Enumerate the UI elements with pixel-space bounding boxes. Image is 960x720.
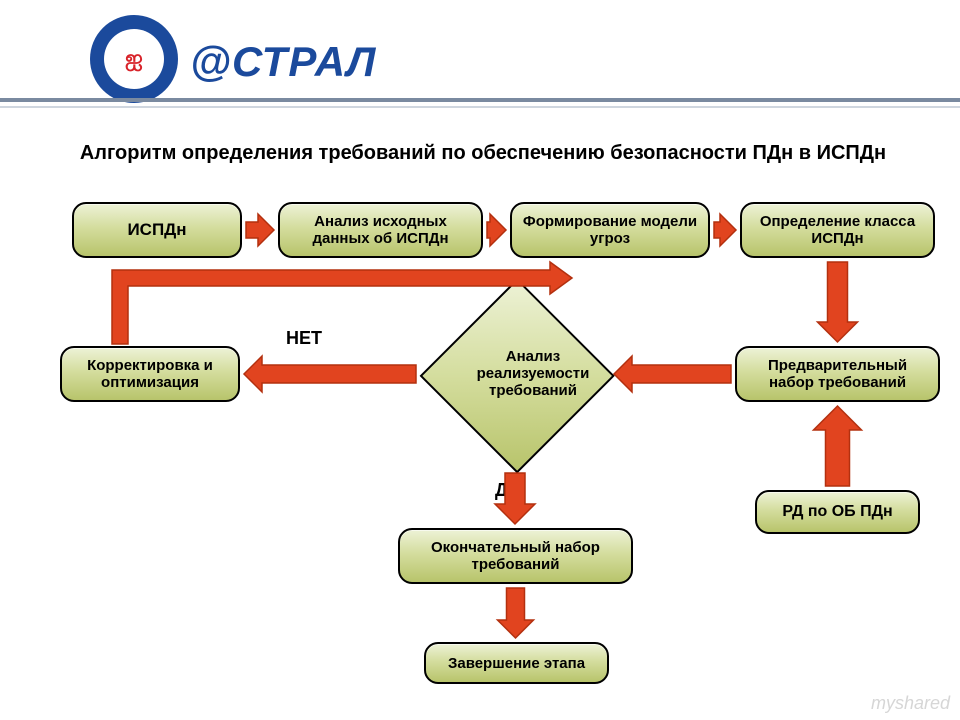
node-rd: РД по ОБ ПДн	[755, 490, 920, 534]
label-no: НЕТ	[286, 328, 322, 349]
header: ஐ @СТРАЛ	[0, 0, 960, 110]
label-yes: ДА	[495, 480, 521, 501]
header-line-thin	[0, 106, 960, 108]
node-end: Завершение этапа	[424, 642, 609, 684]
node-analysis-source: Анализ исходных данных об ИСПДн	[278, 202, 483, 258]
header-line	[0, 98, 960, 102]
brand-name: @СТРАЛ	[190, 38, 376, 86]
logo-badge: ஐ	[90, 15, 178, 103]
decision-label: Анализ реализуемости требований	[448, 307, 618, 441]
watermark: myshared	[871, 693, 950, 714]
node-model: Формирование модели угроз	[510, 202, 710, 258]
stage: ஐ @СТРАЛ Алгоритм определения требований…	[0, 0, 960, 720]
diagram-title: Алгоритм определения требований по обесп…	[48, 142, 918, 165]
node-prelim: Предварительный набор требований	[735, 346, 940, 402]
node-ispdn: ИСПДн	[72, 202, 242, 258]
node-class: Определение класса ИСПДн	[740, 202, 935, 258]
node-correct: Корректировка и оптимизация	[60, 346, 240, 402]
node-decision: Анализ реализуемости требований	[448, 307, 582, 441]
logo-symbol: ஐ	[104, 29, 164, 89]
node-final: Окончательный набор требований	[398, 528, 633, 584]
